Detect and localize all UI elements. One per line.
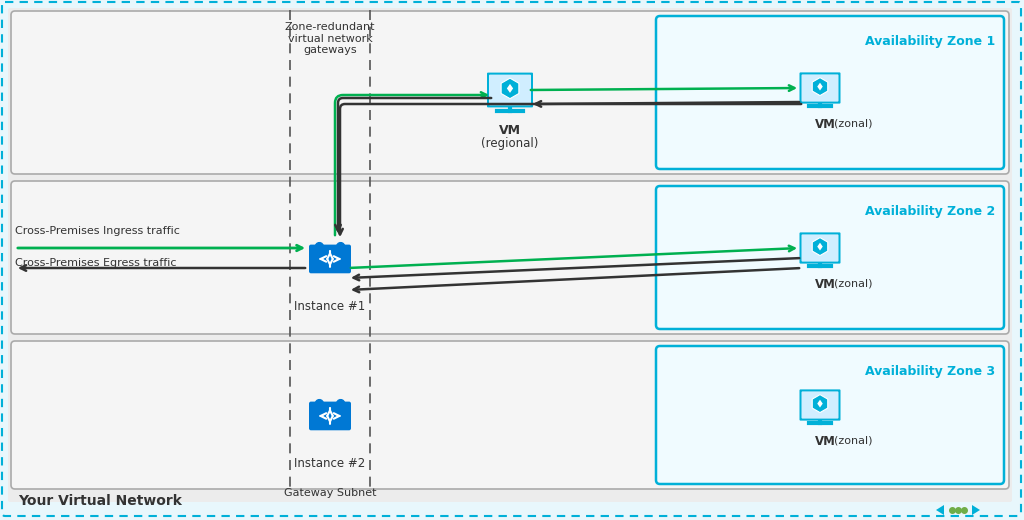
Polygon shape <box>812 395 827 412</box>
Text: (zonal): (zonal) <box>834 118 872 128</box>
Text: Availability Zone 2: Availability Zone 2 <box>864 205 995 218</box>
Text: Instance #1: Instance #1 <box>294 300 366 313</box>
Polygon shape <box>936 505 944 515</box>
FancyBboxPatch shape <box>800 72 841 103</box>
FancyBboxPatch shape <box>800 389 841 421</box>
Polygon shape <box>817 243 822 251</box>
FancyBboxPatch shape <box>11 181 1009 334</box>
Text: Availability Zone 3: Availability Zone 3 <box>865 365 995 378</box>
Text: VM: VM <box>499 124 521 137</box>
Polygon shape <box>817 83 822 90</box>
Text: (regional): (regional) <box>481 137 539 150</box>
Text: VM: VM <box>815 435 836 448</box>
Text: Cross-Premises Ingress traffic: Cross-Premises Ingress traffic <box>15 226 180 236</box>
Polygon shape <box>812 77 827 96</box>
FancyBboxPatch shape <box>489 74 531 106</box>
FancyBboxPatch shape <box>309 244 351 274</box>
FancyBboxPatch shape <box>11 341 1009 489</box>
FancyBboxPatch shape <box>487 73 534 108</box>
Polygon shape <box>972 505 980 515</box>
FancyBboxPatch shape <box>802 235 839 262</box>
FancyBboxPatch shape <box>656 16 1004 169</box>
FancyBboxPatch shape <box>802 74 839 101</box>
FancyBboxPatch shape <box>11 11 1009 174</box>
Text: Your Virtual Network: Your Virtual Network <box>18 494 182 508</box>
Text: Gateway Subnet: Gateway Subnet <box>284 488 376 498</box>
Text: Availability Zone 1: Availability Zone 1 <box>864 35 995 48</box>
Polygon shape <box>501 78 519 99</box>
FancyBboxPatch shape <box>8 8 1012 502</box>
Text: Zone-redundant
virtual network
gateways: Zone-redundant virtual network gateways <box>285 22 375 55</box>
Text: (zonal): (zonal) <box>834 435 872 445</box>
Text: Cross-Premises Egress traffic: Cross-Premises Egress traffic <box>15 258 176 268</box>
Text: Instance #2: Instance #2 <box>294 457 366 470</box>
Polygon shape <box>817 400 822 408</box>
FancyBboxPatch shape <box>309 401 351 431</box>
Text: VM: VM <box>815 278 836 291</box>
Polygon shape <box>507 84 513 93</box>
FancyBboxPatch shape <box>802 392 839 419</box>
Text: (zonal): (zonal) <box>834 278 872 288</box>
Text: VM: VM <box>815 118 836 131</box>
FancyBboxPatch shape <box>656 346 1004 484</box>
FancyBboxPatch shape <box>656 186 1004 329</box>
Polygon shape <box>812 238 827 255</box>
FancyBboxPatch shape <box>800 232 841 264</box>
